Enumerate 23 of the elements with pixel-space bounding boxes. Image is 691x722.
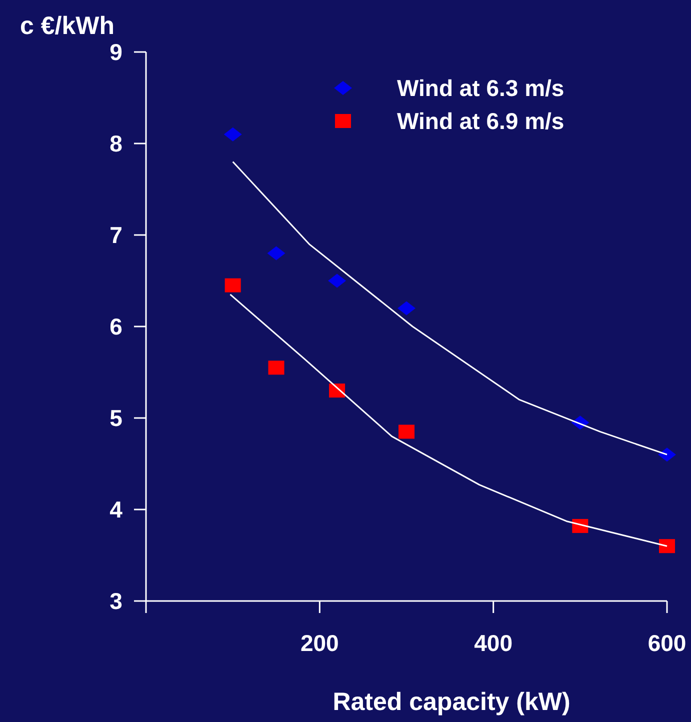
y-tick-label: 8 [110,130,123,157]
x-tick-label: 400 [474,630,513,656]
point [398,424,414,439]
y-tick-label: 4 [110,496,123,523]
point [267,246,286,260]
y-axis-title: c €/kWh [20,12,114,40]
point [659,539,675,554]
point [268,360,284,375]
x-tick-label: 200 [300,630,339,656]
x-tick-label: 600 [648,630,686,656]
point [224,278,241,292]
y-tick-label: 3 [110,588,122,614]
y-tick-label: 5 [110,405,123,432]
point [224,127,242,142]
y-tick-label: 6 [110,314,122,340]
point [398,301,416,316]
legend-label: Wind at 6.3 m/s [397,75,564,102]
legend-label: Wind at 6.9 m/s [397,108,564,134]
point [328,274,346,288]
y-tick-label: 7 [110,222,122,248]
x-axis-title: Rated capacity (kW) [332,688,570,716]
y-tick-label: 9 [110,39,122,66]
point [658,448,676,462]
